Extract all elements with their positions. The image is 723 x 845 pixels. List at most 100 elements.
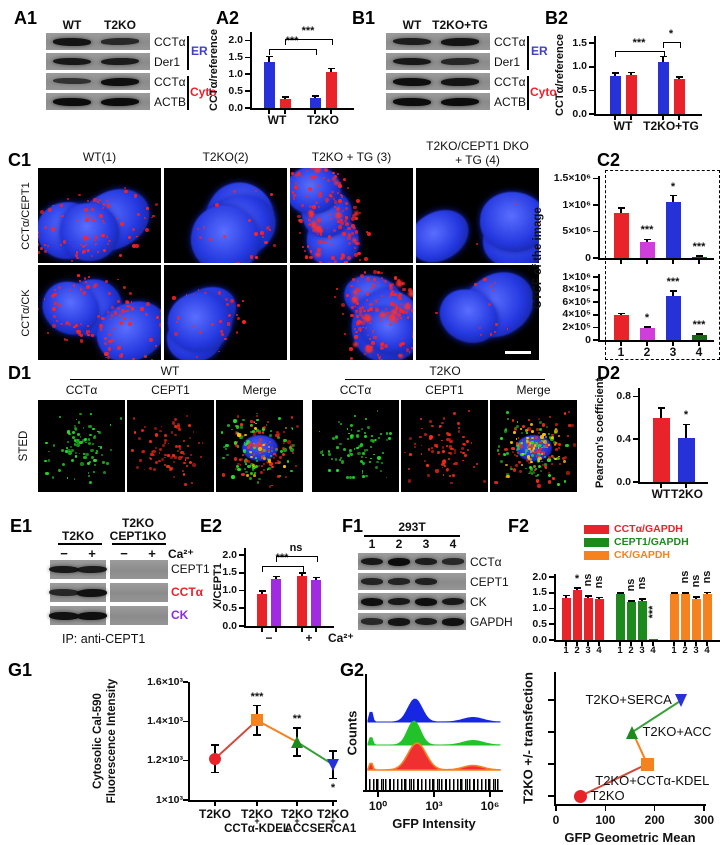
x-tick-label: T2KO <box>240 807 273 821</box>
micrograph-detail <box>186 457 189 460</box>
micrograph-detail <box>350 305 354 309</box>
micrograph-detail <box>363 309 366 313</box>
micrograph-detail <box>95 450 98 453</box>
micrograph-detail <box>356 446 360 450</box>
micrograph-detail <box>346 427 349 430</box>
x-plus-sign: + <box>294 816 300 826</box>
micrograph-detail <box>129 318 132 320</box>
er-group-label: ER <box>191 44 208 58</box>
micrograph-detail <box>521 464 523 466</box>
micrograph-detail <box>556 456 560 461</box>
panel-label-d2: D2 <box>597 363 621 383</box>
y-tick <box>589 113 594 115</box>
micrograph-detail <box>394 319 398 324</box>
micrograph-detail <box>152 449 156 453</box>
micrograph-detail <box>334 181 339 186</box>
micrograph-detail <box>237 467 241 472</box>
bar <box>665 202 681 258</box>
micrograph-detail <box>553 443 556 446</box>
micrograph-detail <box>93 435 96 439</box>
micrograph-detail <box>531 473 534 476</box>
band-label: ACTB <box>494 95 527 109</box>
lane-number: 4 <box>449 537 457 551</box>
micrograph-detail <box>167 442 170 445</box>
micrograph-detail <box>154 345 157 348</box>
micrograph-detail <box>119 321 122 324</box>
micrograph-detail <box>253 421 256 424</box>
micrograph-detail <box>59 243 63 246</box>
micrograph-detail <box>45 441 48 444</box>
blot-strip <box>358 613 466 630</box>
c1-row-title: CCTα/CEPT1 <box>20 181 32 250</box>
panel-label-b1: B1 <box>352 8 376 28</box>
y-tick <box>633 395 638 398</box>
y-tick <box>183 759 188 762</box>
micrograph-detail <box>256 428 259 432</box>
error-bar <box>620 207 622 214</box>
micrograph-detail <box>133 431 137 434</box>
f2-y-axis <box>554 574 556 642</box>
micrograph-detail <box>97 445 100 448</box>
micrograph-detail <box>363 352 366 355</box>
micrograph-detail <box>137 436 141 440</box>
x-tick-label: 10⁶ <box>480 799 500 813</box>
micrograph-detail <box>538 432 541 435</box>
x-tick-label: T2KO <box>316 807 349 821</box>
micrograph-detail <box>74 439 79 443</box>
y-tick <box>183 681 188 683</box>
micrograph-detail <box>235 431 239 435</box>
micrograph-detail <box>347 454 351 457</box>
micrograph-detail <box>431 424 434 427</box>
micrograph-detail <box>376 353 379 356</box>
micrograph-detail <box>369 307 374 312</box>
x-tick <box>377 792 379 797</box>
micrograph-detail <box>123 285 127 290</box>
micrograph-detail <box>402 282 406 286</box>
d2-x-axis <box>638 482 708 484</box>
micrograph-detail <box>241 473 245 477</box>
micrograph-detail <box>535 478 540 483</box>
micrograph-detail <box>516 421 519 423</box>
micrograph-detail <box>87 200 90 203</box>
micrograph-detail <box>243 434 246 438</box>
x-tick-label: WT <box>613 119 633 133</box>
bar <box>691 256 707 258</box>
micrograph-detail <box>350 284 353 288</box>
micrograph-detail <box>349 423 354 428</box>
micrograph-detail <box>520 452 524 456</box>
g1-data-point <box>291 735 303 748</box>
micrograph-detail <box>90 448 94 453</box>
micrograph-detail <box>516 452 519 454</box>
micrograph-detail <box>533 469 536 472</box>
micrograph-detail <box>154 461 158 465</box>
micrograph-detail <box>537 459 540 462</box>
lane-label: WT <box>402 18 422 32</box>
micrograph-detail <box>93 198 97 202</box>
micrograph-detail <box>258 477 262 481</box>
micrograph-detail <box>91 443 94 445</box>
micrograph-detail <box>104 341 108 345</box>
blot-band <box>392 77 432 86</box>
micrograph-detail <box>136 235 138 238</box>
micrograph-detail <box>555 423 558 427</box>
micrograph-detail <box>371 341 376 346</box>
micrograph-detail <box>541 450 545 455</box>
micrograph-detail <box>347 236 351 240</box>
micrograph-detail <box>61 463 65 466</box>
micrograph-detail <box>67 323 71 327</box>
micrograph-detail <box>283 448 287 452</box>
micrograph-detail <box>529 449 533 453</box>
x-plus-sign: + <box>254 816 260 826</box>
micrograph-detail <box>316 183 320 187</box>
g3-y-axis <box>554 672 556 806</box>
micrograph-detail <box>270 484 273 487</box>
micrograph-detail <box>388 431 393 436</box>
micrograph-detail <box>495 323 498 326</box>
y-tick-label: 1.0 <box>532 602 547 615</box>
x-tick <box>296 802 298 806</box>
micrograph-detail <box>526 455 530 459</box>
micrograph-detail <box>385 432 388 435</box>
y-tick-label: 1×10⁶ <box>562 270 592 283</box>
x-tick <box>214 802 216 806</box>
micrograph-detail <box>197 289 200 291</box>
